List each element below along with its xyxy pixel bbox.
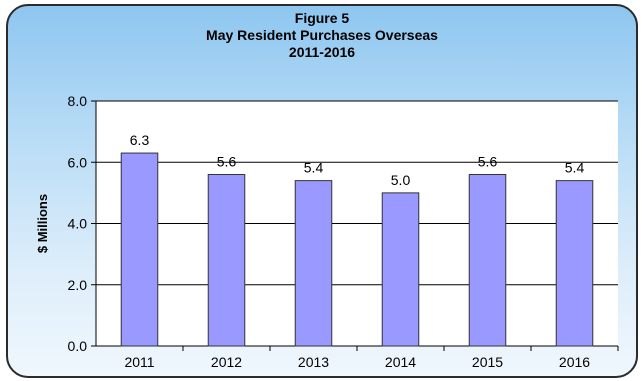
data-label: 5.6 (217, 154, 237, 170)
x-tick-label: 2011 (124, 354, 154, 370)
data-label: 5.6 (478, 154, 498, 170)
title-line-3: 2011-2016 (288, 44, 356, 60)
title-line-2: May Resident Purchases Overseas (206, 27, 438, 43)
data-label: 6.3 (130, 132, 150, 148)
bar-2012 (207, 174, 246, 347)
x-tick-label: 2015 (472, 354, 503, 370)
x-tick-label: 2012 (211, 354, 242, 370)
y-tick-label: 6.0 (68, 154, 88, 170)
data-label: 5.4 (304, 160, 324, 176)
y-tick-label: 4.0 (68, 216, 88, 232)
x-tick-label: 2016 (559, 354, 590, 370)
y-tick-label: 0.0 (68, 338, 88, 354)
title-line-1: Figure 5 (294, 10, 350, 26)
x-tick-label: 2013 (298, 354, 329, 370)
bar-2015 (468, 174, 507, 347)
y-tick-label: 8.0 (68, 93, 88, 109)
bar-2013 (294, 180, 333, 347)
y-axis-label: $ Millions (35, 194, 50, 253)
data-label: 5.4 (565, 160, 585, 176)
bar-2016 (555, 180, 594, 347)
bar-chart: 0.0 2.0 4.0 6.0 8.0 6.3 2011 5.6 2012 5.4 2013 5.0 2… (35, 93, 619, 370)
bar-2011 (120, 152, 159, 347)
x-tick-label: 2014 (385, 354, 416, 370)
data-label: 5.0 (391, 172, 411, 188)
chart-title: Figure 5 May Resident Purchases Overseas… (8, 10, 636, 61)
chart-frame: Figure 5 May Resident Purchases Overseas… (6, 4, 638, 378)
bar-2014 (381, 192, 420, 347)
y-tick-label: 2.0 (68, 277, 88, 293)
